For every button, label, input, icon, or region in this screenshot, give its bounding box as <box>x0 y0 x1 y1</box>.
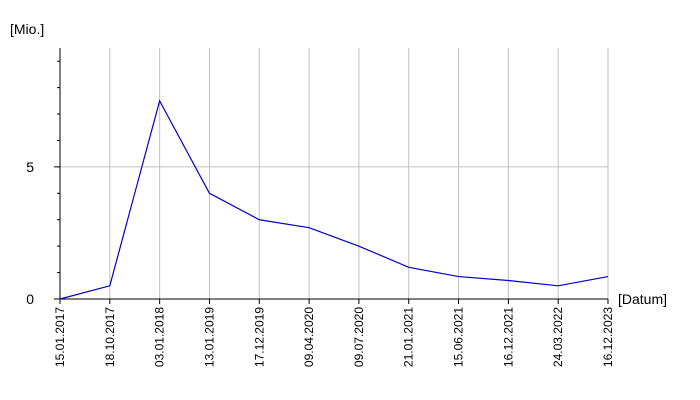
x-tick-label: 15.06.2021 <box>452 307 466 367</box>
x-tick-label: 15.01.2017 <box>53 307 67 367</box>
x-tick-label: 13.01.2019 <box>202 307 216 367</box>
x-tick-label: 09.04.2020 <box>302 307 316 367</box>
y-tick-label: 0 <box>26 291 34 307</box>
x-tick-label: 24.03.2022 <box>551 307 565 367</box>
x-axis-label: [Datum] <box>618 291 667 307</box>
x-tick-label: 21.01.2021 <box>402 307 416 367</box>
data-line <box>59 99 609 300</box>
x-tick-label: 03.01.2018 <box>153 307 167 367</box>
x-tick-label: 16.12.2023 <box>601 307 615 367</box>
x-tick-label: 16.12.2021 <box>501 307 515 367</box>
y-tick-label: 5 <box>26 159 34 175</box>
x-tick-label: 17.12.2019 <box>252 307 266 367</box>
x-tick-label: 09.07.2020 <box>352 307 366 367</box>
x-tick-label: 18.10.2017 <box>103 307 117 367</box>
y-axis-label: [Mio.] <box>10 21 44 37</box>
